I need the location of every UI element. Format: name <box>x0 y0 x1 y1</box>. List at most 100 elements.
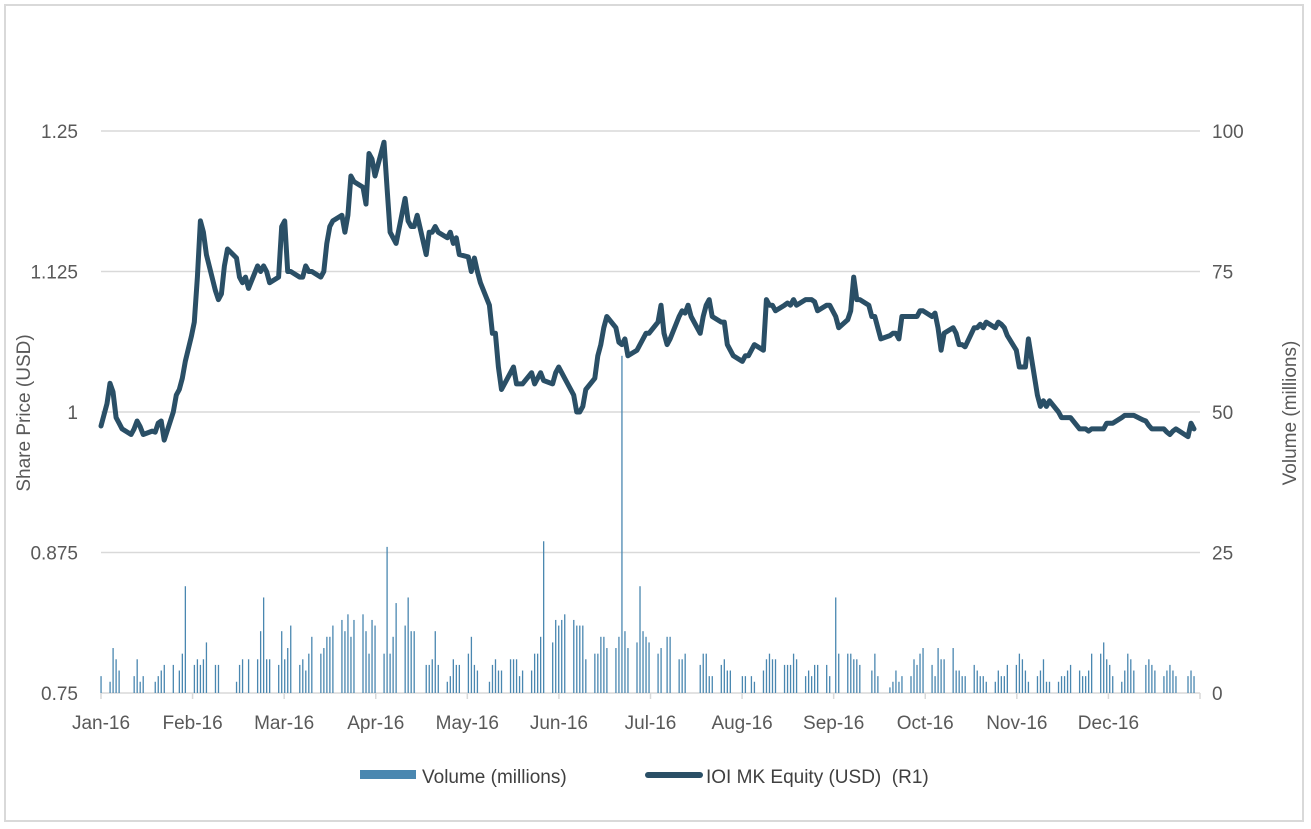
volume-bar <box>768 653 771 693</box>
volume-bar <box>558 625 560 693</box>
volume-bar <box>515 659 518 693</box>
volume-bar <box>410 631 412 693</box>
volume-bar <box>1021 659 1024 693</box>
volume-bar <box>1148 659 1150 693</box>
volume-bar <box>193 664 196 693</box>
volume-bar <box>389 653 391 693</box>
right-axis-title: Volume (millions) <box>1280 341 1301 486</box>
volume-bar <box>856 659 858 693</box>
volume-bar <box>726 670 728 693</box>
volume-bar <box>449 676 451 693</box>
volume-bar <box>555 619 557 693</box>
volume-bar <box>470 636 473 693</box>
volume-bar <box>437 664 439 693</box>
volume-bar <box>488 681 491 693</box>
volume-bar <box>600 636 602 693</box>
volume-bar <box>1187 676 1189 693</box>
volume-bar <box>521 670 524 693</box>
volume-bar <box>982 676 984 693</box>
volume-bar <box>850 653 852 693</box>
volume-bar <box>329 636 331 693</box>
volume-bar <box>1018 653 1021 693</box>
x-tick-label: Oct-16 <box>897 713 954 734</box>
volume-bar <box>934 676 936 693</box>
volume-bar <box>1100 653 1102 693</box>
volume-bar <box>1081 676 1084 693</box>
volume-bar <box>202 659 205 693</box>
volume-bar <box>1057 681 1060 693</box>
right-tick-label: 25 <box>1212 544 1233 565</box>
volume-bar <box>952 648 954 693</box>
volume-bar <box>916 664 918 693</box>
volume-bar <box>666 636 668 693</box>
volume-bar <box>1066 670 1069 693</box>
volume-bar <box>699 664 701 693</box>
volume-bar <box>1048 681 1051 693</box>
volume-bar <box>892 681 894 693</box>
volume-bar <box>1015 664 1018 693</box>
volume-bar <box>648 642 650 693</box>
volume-bar <box>1084 676 1087 693</box>
volume-bar <box>1175 676 1177 693</box>
volume-bar <box>594 653 596 693</box>
volume-bar <box>172 664 174 693</box>
volume-bar <box>1124 670 1126 693</box>
x-tick-label: May-16 <box>436 713 499 734</box>
volume-bar <box>807 670 810 693</box>
volume-bar <box>1042 659 1045 693</box>
volume-bar <box>810 676 813 693</box>
volume-bar <box>350 636 352 693</box>
volume-bar <box>1169 664 1171 693</box>
volume-bar <box>765 659 768 693</box>
volume-bar <box>452 659 454 693</box>
volume-bar <box>1130 659 1132 693</box>
left-tick-label: 0.75 <box>41 684 78 705</box>
volume-bar <box>467 653 470 693</box>
volume-bar <box>133 676 135 693</box>
volume-bar <box>1154 670 1156 693</box>
volume-bar <box>1087 670 1090 693</box>
x-tick-label: Dec-16 <box>1078 713 1139 734</box>
volume-bar <box>353 619 355 693</box>
volume-bar <box>889 687 891 693</box>
volume-bar <box>919 653 921 693</box>
volume-bar <box>305 670 307 693</box>
volume-bar <box>1121 681 1123 693</box>
volume-bar <box>853 659 855 693</box>
legend-swatch-volume <box>360 770 416 779</box>
volume-bar <box>771 659 774 693</box>
volume-bar <box>898 681 900 693</box>
volume-bar <box>1163 676 1165 693</box>
volume-bar <box>678 659 680 693</box>
volume-bar <box>762 670 765 693</box>
volume-bar <box>395 603 397 693</box>
volume-bar <box>958 670 960 693</box>
volume-bar <box>838 653 840 693</box>
price-line <box>98 139 1197 443</box>
volume-bar <box>266 659 268 693</box>
volume-bar <box>160 670 162 693</box>
volume-bar <box>235 681 238 693</box>
volume-bar <box>299 664 301 693</box>
volume-bar <box>446 681 448 693</box>
volume-bar <box>603 636 605 693</box>
volume-bar <box>326 636 328 693</box>
volume-bar <box>281 631 283 693</box>
volume-bar <box>744 676 747 693</box>
volume-bar <box>1166 670 1168 693</box>
volume-bar <box>979 676 981 693</box>
left-axis-title: Share Price (USD) <box>14 334 35 491</box>
volume-bar <box>181 653 183 693</box>
volume-bar <box>425 664 427 693</box>
volume-bar <box>976 670 978 693</box>
volume-bar <box>585 659 587 693</box>
volume-bar <box>205 642 208 693</box>
volume-bar <box>518 676 521 693</box>
volume-bar <box>262 597 265 693</box>
volume-bar <box>720 664 722 693</box>
legend: Volume (millions) IOI MK Equity (USD) (R… <box>360 767 929 788</box>
legend-label-price: IOI MK Equity (USD) (R1) <box>706 767 929 788</box>
volume-bar <box>543 541 545 693</box>
volume-bar <box>238 664 241 693</box>
